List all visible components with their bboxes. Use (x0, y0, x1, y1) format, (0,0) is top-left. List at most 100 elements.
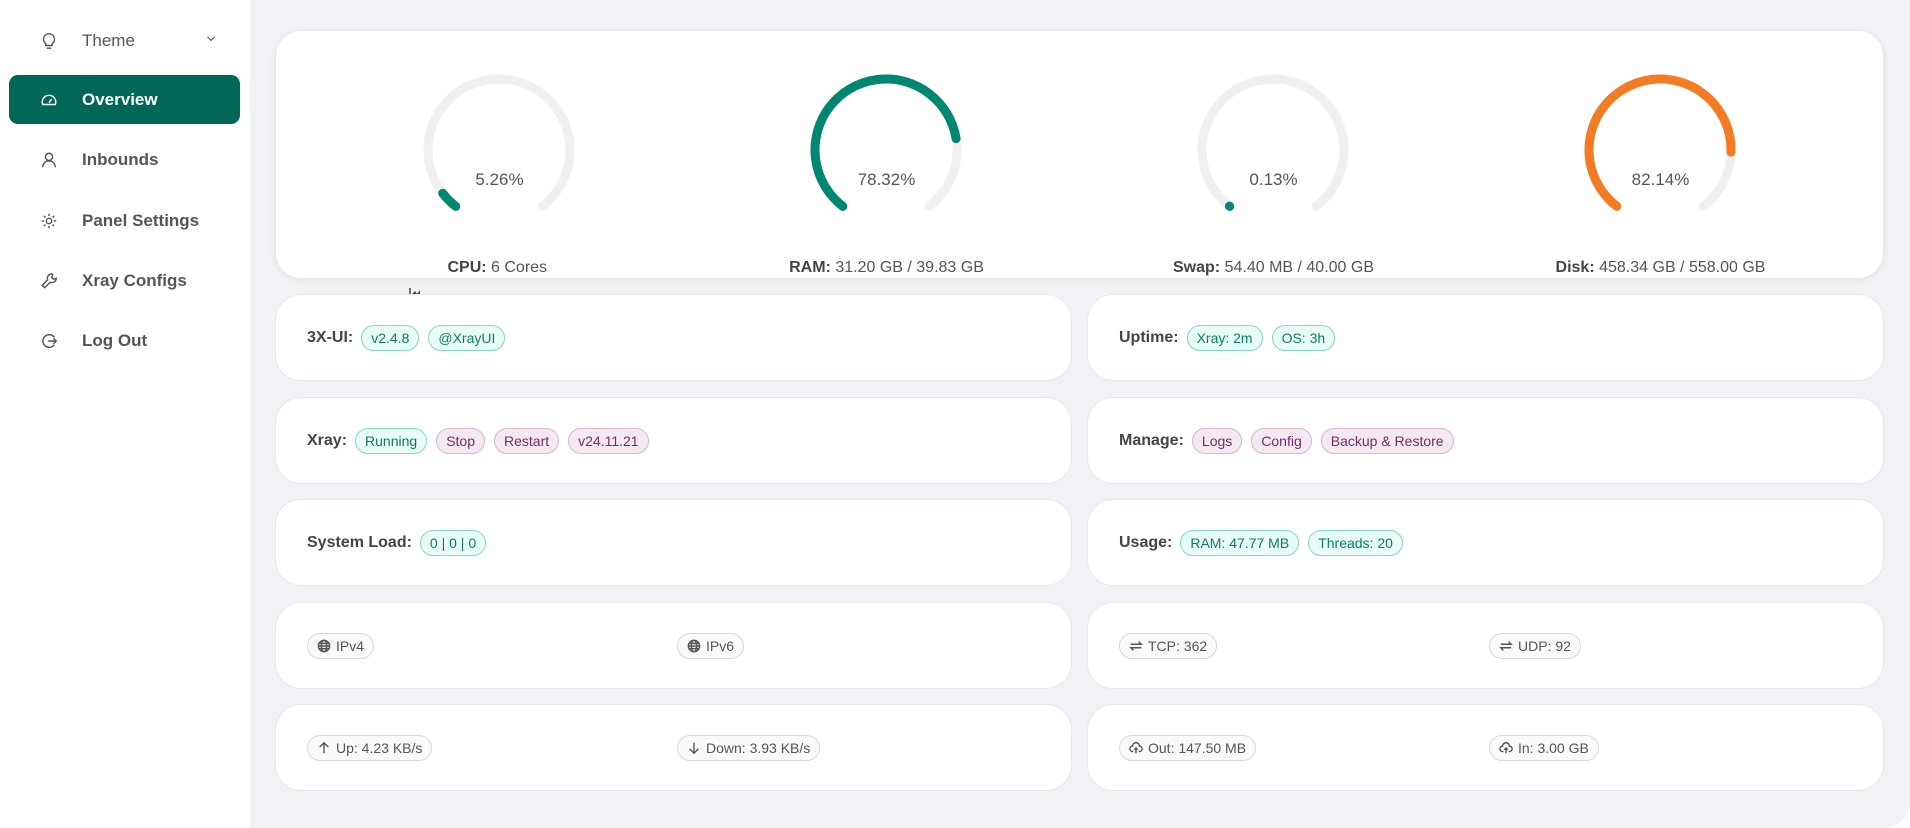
channel-link-tag[interactable]: @XrayUI (428, 324, 506, 351)
config-button[interactable]: Config (1251, 427, 1312, 454)
swap-icon (1499, 640, 1513, 651)
ipv4-label: IPv4 (336, 637, 365, 654)
gauge-label: RAM: 31.20 GB / 39.83 GB (693, 259, 1080, 277)
gauge-track (810, 74, 962, 226)
traffic-out-tag: Out: 147.50 MB (1119, 734, 1257, 761)
ipv4-tag[interactable]: IPv4 (307, 632, 375, 659)
system-load-card: System Load: 0 | 0 | 0 (275, 499, 1072, 586)
panel-version-tag: v2.4.8 (361, 324, 420, 351)
xray-version-button[interactable]: v24.11.21 (568, 427, 649, 454)
sidebar-item-label: Theme (82, 30, 135, 50)
xray-uptime-tag: Xray: 2m (1186, 324, 1263, 351)
logs-button[interactable]: Logs (1191, 427, 1243, 454)
download-speed-tag: Down: 3.93 KB/s (677, 734, 821, 761)
sidebar: Theme Overview Inbounds Panel Settings X… (0, 0, 250, 828)
gauge-track (1584, 74, 1736, 226)
gauge-percent: 78.32% (857, 170, 916, 189)
gauge-label: Disk: 458.34 GB / 558.00 GB (1467, 259, 1854, 277)
gauge-label-value: 54.40 MB / 40.00 GB (1224, 259, 1374, 276)
gauge-percent: 82.14% (1631, 170, 1690, 189)
swap-icon (1129, 640, 1143, 651)
xray-label: Xray: (307, 431, 348, 449)
usage-label: Usage: (1119, 533, 1173, 551)
chevron-down-icon[interactable] (204, 31, 218, 51)
upload-speed-label: Up: 4.23 KB/s (336, 739, 423, 756)
sidebar-item-inbounds[interactable]: Inbounds (9, 135, 240, 184)
gauge-ring (423, 74, 575, 226)
gauge-label-value: 6 Cores (491, 259, 548, 276)
gauge-ram: 78.32% RAM: 31.20 GB / 39.83 GB (693, 31, 1080, 280)
download-speed-label: Down: 3.93 KB/s (706, 739, 811, 756)
gauge-progress (810, 74, 962, 226)
gauge-track (1197, 74, 1349, 226)
uptime-card: Uptime: Xray: 2m OS: 3h (1087, 294, 1884, 381)
xray-status-tag: Running (355, 427, 428, 454)
gauge-ring (1197, 74, 1349, 226)
system-gauges-card: 5.26% CPU: 6 Cores 78.32% RAM: 31.20 GB … (275, 30, 1884, 300)
sidebar-item-theme[interactable]: Theme (9, 16, 240, 65)
os-uptime-tag: OS: 3h (1271, 324, 1336, 351)
gauge-ring (810, 74, 962, 226)
dashboard-icon (39, 90, 59, 110)
gauge-disk: 82.14% Disk: 458.34 GB / 558.00 GB (1467, 31, 1854, 280)
globe-icon (317, 639, 331, 652)
ip-card: IPv4 IPv6 (275, 602, 1072, 689)
backup-restore-button[interactable]: Backup & Restore (1320, 427, 1454, 454)
udp-tag: UDP: 92 (1489, 632, 1581, 659)
traffic-out-label: Out: 147.50 MB (1148, 739, 1247, 756)
main-content: 5.26% CPU: 6 Cores 78.32% RAM: 31.20 GB … (250, 0, 1910, 828)
tcp-label: TCP: 362 (1148, 637, 1208, 654)
gauge-progress (1197, 74, 1349, 226)
tcp-tag: TCP: 362 (1119, 632, 1218, 659)
gauge-label: CPU: 6 Cores (306, 259, 693, 300)
ipv6-tag[interactable]: IPv6 (677, 632, 745, 659)
ram-usage-tag: RAM: 47.77 MB (1180, 529, 1300, 556)
manage-card: Manage: Logs Config Backup & Restore (1087, 397, 1884, 484)
cloud-upload-icon (1499, 741, 1513, 753)
sidebar-item-label: Inbounds (82, 149, 159, 169)
gauge-swap: 0.13% Swap: 54.40 MB / 40.00 GB (1080, 31, 1467, 280)
panel-info-card: 3X-UI: v2.4.8 @XrayUI (275, 294, 1072, 381)
gauge-cpu: 5.26% CPU: 6 Cores (306, 31, 693, 300)
speed-card: Up: 4.23 KB/s Down: 3.93 KB/s (275, 704, 1072, 791)
ipv6-label: IPv6 (706, 637, 735, 654)
gear-icon (39, 211, 59, 231)
gauge-label-value: 31.20 GB / 39.83 GB (835, 259, 984, 276)
cloud-upload-icon (1129, 741, 1143, 753)
gauge-label-key: Swap: (1173, 259, 1221, 276)
sidebar-item-label: Panel Settings (82, 210, 200, 230)
traffic-card: Out: 147.50 MB In: 3.00 GB (1087, 704, 1884, 791)
stop-button[interactable]: Stop (436, 427, 485, 454)
xray-card: Xray: Running Stop Restart v24.11.21 (275, 397, 1072, 484)
user-icon (39, 150, 59, 170)
uptime-label: Uptime: (1119, 328, 1179, 346)
system-load-tag: 0 | 0 | 0 (419, 529, 487, 556)
gauge-ring (1584, 74, 1736, 226)
usage-card: Usage: RAM: 47.77 MB Threads: 20 (1087, 499, 1884, 586)
manage-label: Manage: (1119, 431, 1184, 449)
udp-label: UDP: 92 (1518, 637, 1571, 654)
gauge-label: Swap: 54.40 MB / 40.00 GB (1080, 259, 1467, 277)
panel-label: 3X-UI: (307, 328, 354, 346)
connections-card: TCP: 362 UDP: 92 (1087, 602, 1884, 689)
arrow-down-icon (689, 742, 699, 754)
threads-tag: Threads: 20 (1308, 529, 1403, 556)
sidebar-item-xray-configs[interactable]: Xray Configs (9, 256, 240, 305)
arrow-up-icon (319, 741, 329, 753)
system-load-label: System Load: (307, 533, 412, 551)
restart-button[interactable]: Restart (494, 427, 560, 454)
sidebar-item-label: Xray Configs (82, 270, 187, 290)
sidebar-item-logout[interactable]: Log Out (9, 316, 240, 365)
gauge-label-key: RAM: (789, 259, 831, 276)
gauge-progress (423, 74, 575, 226)
wrench-icon (39, 271, 59, 291)
gauge-progress (1584, 74, 1736, 226)
gauge-label-key: CPU: (447, 259, 487, 276)
gauge-label-value: 458.34 GB / 558.00 GB (1599, 259, 1766, 276)
sidebar-item-panel-settings[interactable]: Panel Settings (9, 196, 240, 245)
sidebar-item-label: Log Out (82, 330, 148, 350)
sidebar-item-label: Overview (82, 89, 158, 109)
globe-icon (687, 639, 701, 652)
sidebar-item-overview[interactable]: Overview (9, 75, 240, 124)
traffic-in-label: In: 3.00 GB (1518, 739, 1589, 756)
